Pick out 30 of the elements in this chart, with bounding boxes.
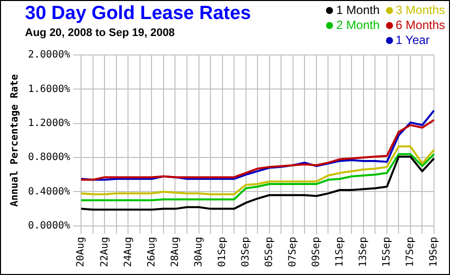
x-tick-label: 17Sep — [405, 236, 416, 268]
x-tick-label: 15Sep — [382, 236, 393, 268]
legend-label: 3 Months — [394, 3, 445, 18]
x-tick-label: 11Sep — [334, 236, 346, 268]
x-tick-label: 26Aug — [146, 236, 158, 268]
x-tick-label: 05Sep — [264, 236, 275, 268]
x-tick-label: 09Sep — [310, 236, 322, 268]
y-tick-label: 0.8000% — [28, 152, 70, 164]
x-tick-label: 13Sep — [358, 236, 370, 268]
x-tick-label: 03Sep — [240, 236, 252, 268]
y-tick-label: 1.6000% — [28, 84, 70, 95]
x-tick-label: 20Aug — [76, 236, 87, 268]
y-tick-label: 1.2000% — [28, 118, 70, 129]
x-tick-label: 19Sep — [428, 236, 440, 268]
legend-label: 2 Month — [335, 18, 380, 33]
x-tick-label: 07Sep — [287, 236, 298, 268]
y-tick-label: 0.4000% — [28, 186, 70, 198]
y-axis-title: Annual Percentage Rate — [10, 74, 21, 207]
legend-label: 1 Month — [335, 3, 380, 18]
legend-label: 6 Months — [394, 18, 445, 33]
y-tick-label: 0.0000% — [28, 220, 70, 232]
x-tick-label: 24Aug — [122, 236, 134, 268]
x-tick-label: 22Aug — [99, 236, 110, 268]
chart-title: 30 Day Gold Lease Rates — [25, 3, 251, 25]
x-tick-label: 30Aug — [193, 236, 204, 268]
y-tick-label: 2.0000% — [28, 50, 70, 61]
legend-label: 1 Year — [394, 33, 431, 48]
chart-subtitle: Aug 20, 2008 to Sep 19, 2008 — [25, 27, 175, 39]
x-tick-label: 28Aug — [170, 236, 181, 268]
x-tick-label: 01Sep — [216, 236, 228, 268]
